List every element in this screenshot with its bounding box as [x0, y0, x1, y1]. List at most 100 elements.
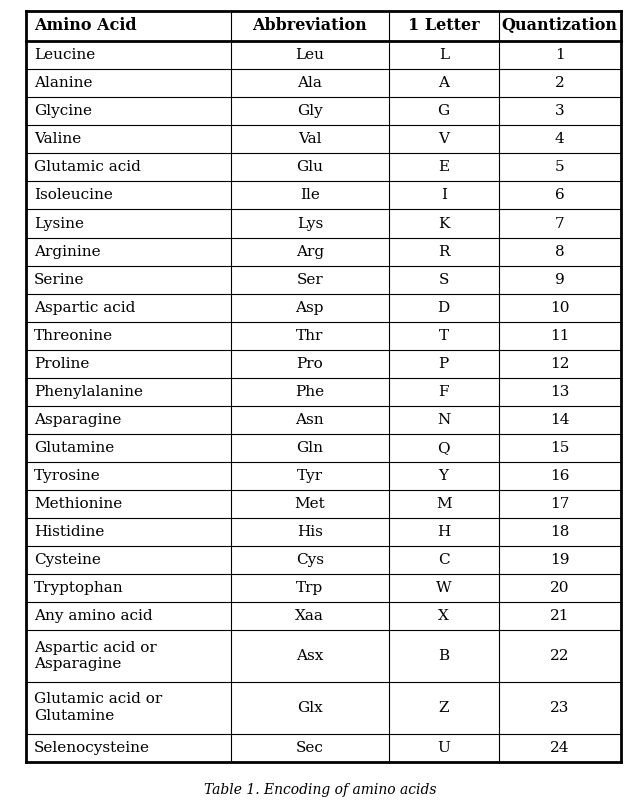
Text: Threonine: Threonine — [34, 328, 113, 342]
Text: Gln: Gln — [296, 440, 323, 455]
Text: A: A — [438, 76, 449, 90]
Text: Cys: Cys — [296, 553, 324, 567]
Text: L: L — [438, 49, 449, 62]
Text: Gly: Gly — [297, 105, 323, 118]
Text: Glutamic acid or
Glutamine: Glutamic acid or Glutamine — [34, 693, 162, 723]
Text: 7: 7 — [555, 217, 564, 230]
Text: 3: 3 — [555, 105, 564, 118]
Text: Asx: Asx — [296, 649, 323, 663]
Text: S: S — [438, 272, 449, 286]
Text: Arginine: Arginine — [34, 245, 100, 259]
Text: His: His — [297, 525, 323, 539]
Text: Histidine: Histidine — [34, 525, 104, 539]
Text: U: U — [437, 740, 450, 754]
Text: Phe: Phe — [295, 384, 324, 399]
Text: I: I — [441, 188, 447, 203]
Text: Glx: Glx — [297, 701, 323, 714]
Text: 13: 13 — [550, 384, 570, 399]
Text: 22: 22 — [550, 649, 570, 663]
Text: M: M — [436, 496, 452, 511]
Text: Thr: Thr — [296, 328, 323, 342]
Text: F: F — [438, 384, 449, 399]
Text: 11: 11 — [550, 328, 570, 342]
Text: Tyrosine: Tyrosine — [34, 469, 100, 483]
Text: Quantization: Quantization — [502, 18, 618, 34]
Text: E: E — [438, 161, 449, 174]
Text: Proline: Proline — [34, 357, 90, 371]
Text: 15: 15 — [550, 440, 570, 455]
Text: Aspartic acid or
Asparagine: Aspartic acid or Asparagine — [34, 641, 157, 671]
Text: W: W — [436, 581, 452, 594]
Text: P: P — [438, 357, 449, 371]
Text: Serine: Serine — [34, 272, 84, 286]
Text: Xaa: Xaa — [296, 609, 324, 623]
Text: Amino Acid: Amino Acid — [34, 18, 136, 34]
Text: Leucine: Leucine — [34, 49, 95, 62]
Text: 5: 5 — [555, 161, 564, 174]
Text: Val: Val — [298, 132, 321, 147]
Text: 2: 2 — [555, 76, 564, 90]
Text: 18: 18 — [550, 525, 570, 539]
Text: Lys: Lys — [297, 217, 323, 230]
Text: G: G — [438, 105, 450, 118]
Text: 10: 10 — [550, 301, 570, 315]
Text: Ile: Ile — [300, 188, 320, 203]
Text: Ser: Ser — [296, 272, 323, 286]
Text: 17: 17 — [550, 496, 570, 511]
Text: 1 Letter: 1 Letter — [408, 18, 479, 34]
Text: 24: 24 — [550, 740, 570, 754]
Text: Asparagine: Asparagine — [34, 413, 122, 427]
Text: 6: 6 — [555, 188, 564, 203]
Text: D: D — [438, 301, 450, 315]
Text: Table 1. Encoding of amino acids: Table 1. Encoding of amino acids — [204, 783, 436, 797]
Text: Glutamine: Glutamine — [34, 440, 114, 455]
Text: Leu: Leu — [295, 49, 324, 62]
Text: Abbreviation: Abbreviation — [252, 18, 367, 34]
Text: Glutamic acid: Glutamic acid — [34, 161, 141, 174]
Text: Alanine: Alanine — [34, 76, 92, 90]
Text: Asp: Asp — [296, 301, 324, 315]
Text: V: V — [438, 132, 449, 147]
Text: Selenocysteine: Selenocysteine — [34, 740, 150, 754]
Text: Asn: Asn — [296, 413, 324, 427]
Text: K: K — [438, 217, 449, 230]
Text: Lysine: Lysine — [34, 217, 84, 230]
Text: R: R — [438, 245, 449, 259]
Text: Glycine: Glycine — [34, 105, 92, 118]
Text: Q: Q — [437, 440, 450, 455]
Text: Pro: Pro — [296, 357, 323, 371]
Text: Phenylalanine: Phenylalanine — [34, 384, 143, 399]
Text: Isoleucine: Isoleucine — [34, 188, 113, 203]
Text: 14: 14 — [550, 413, 570, 427]
Text: 12: 12 — [550, 357, 570, 371]
Text: Tryptophan: Tryptophan — [34, 581, 124, 594]
Text: Tyr: Tyr — [297, 469, 323, 483]
Text: 19: 19 — [550, 553, 570, 567]
Text: T: T — [438, 328, 449, 342]
Text: X: X — [438, 609, 449, 623]
Text: Arg: Arg — [296, 245, 324, 259]
Text: Met: Met — [294, 496, 325, 511]
Text: Trp: Trp — [296, 581, 323, 594]
Text: Glu: Glu — [296, 161, 323, 174]
Text: C: C — [438, 553, 449, 567]
Text: 4: 4 — [555, 132, 564, 147]
Text: Valine: Valine — [34, 132, 81, 147]
Text: Cysteine: Cysteine — [34, 553, 100, 567]
Text: 20: 20 — [550, 581, 570, 594]
Text: Ala: Ala — [298, 76, 323, 90]
Text: 9: 9 — [555, 272, 564, 286]
Text: Y: Y — [439, 469, 449, 483]
Text: 16: 16 — [550, 469, 570, 483]
Text: 8: 8 — [555, 245, 564, 259]
Text: 23: 23 — [550, 701, 570, 714]
Text: Aspartic acid: Aspartic acid — [34, 301, 135, 315]
Text: N: N — [437, 413, 451, 427]
Text: 1: 1 — [555, 49, 564, 62]
Text: Any amino acid: Any amino acid — [34, 609, 152, 623]
Text: 21: 21 — [550, 609, 570, 623]
Text: B: B — [438, 649, 449, 663]
Text: Z: Z — [438, 701, 449, 714]
Text: Sec: Sec — [296, 740, 324, 754]
Text: Methionine: Methionine — [34, 496, 122, 511]
